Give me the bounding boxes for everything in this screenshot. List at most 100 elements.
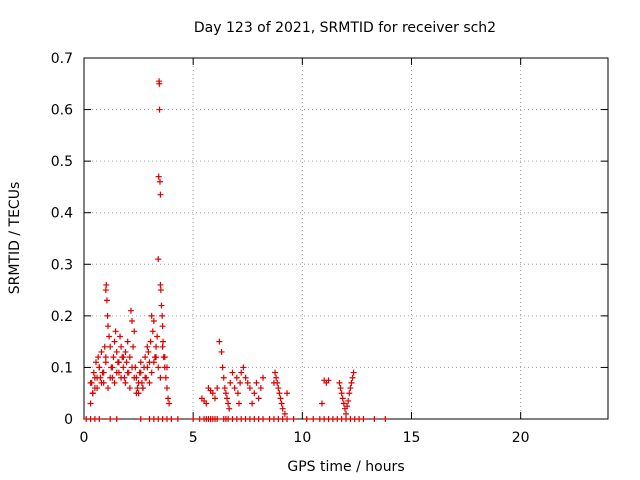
data-point bbox=[345, 397, 352, 404]
data-point bbox=[107, 416, 114, 422]
data-point bbox=[87, 400, 94, 407]
data-point bbox=[156, 178, 163, 185]
data-point bbox=[149, 328, 156, 335]
data-point bbox=[346, 390, 353, 397]
data-point bbox=[133, 390, 140, 397]
data-point bbox=[260, 416, 267, 422]
data-point bbox=[155, 364, 162, 371]
data-point bbox=[111, 338, 118, 345]
data-point bbox=[130, 343, 137, 350]
data-point bbox=[160, 338, 167, 345]
data-point bbox=[274, 379, 281, 386]
data-point bbox=[246, 385, 253, 392]
data-point bbox=[150, 359, 157, 366]
data-point bbox=[236, 400, 243, 407]
data-point bbox=[277, 395, 284, 402]
data-point bbox=[105, 323, 112, 330]
data-point bbox=[290, 416, 297, 422]
data-points bbox=[83, 78, 389, 422]
data-point bbox=[166, 400, 173, 407]
data-point bbox=[224, 395, 231, 402]
x-axis-label: GPS time / hours bbox=[287, 459, 404, 475]
data-point bbox=[244, 379, 251, 386]
data-point bbox=[113, 416, 120, 422]
data-point bbox=[158, 302, 165, 309]
data-point bbox=[98, 348, 105, 355]
data-point bbox=[157, 191, 164, 198]
data-point bbox=[124, 338, 131, 345]
data-point bbox=[162, 374, 169, 381]
data-point bbox=[157, 281, 164, 288]
data-point bbox=[216, 338, 223, 345]
data-point bbox=[159, 343, 166, 350]
data-point bbox=[131, 374, 138, 381]
data-point bbox=[220, 374, 227, 381]
data-point bbox=[150, 318, 157, 325]
data-point bbox=[339, 395, 346, 402]
data-point bbox=[147, 338, 154, 345]
data-point bbox=[218, 348, 225, 355]
y-tick-label: 0.3 bbox=[51, 257, 73, 273]
data-point bbox=[137, 359, 144, 366]
data-point bbox=[273, 374, 280, 381]
data-point bbox=[118, 374, 125, 381]
data-point bbox=[159, 312, 166, 319]
data-point bbox=[253, 379, 260, 386]
data-point bbox=[135, 379, 142, 386]
data-point bbox=[240, 364, 247, 371]
data-point bbox=[209, 390, 216, 397]
data-point bbox=[344, 403, 351, 410]
data-point bbox=[93, 359, 100, 366]
data-point bbox=[96, 416, 103, 422]
data-point bbox=[251, 390, 258, 397]
data-point bbox=[102, 359, 109, 366]
data-point bbox=[106, 333, 113, 340]
data-point bbox=[303, 416, 310, 422]
data-point bbox=[237, 379, 244, 386]
data-point bbox=[122, 379, 129, 386]
data-point bbox=[338, 390, 345, 397]
data-point bbox=[124, 369, 131, 376]
data-point bbox=[107, 343, 114, 350]
data-point bbox=[212, 395, 218, 402]
data-point bbox=[144, 364, 151, 371]
data-point bbox=[100, 369, 107, 376]
data-point bbox=[157, 374, 164, 381]
data-point bbox=[156, 106, 163, 113]
data-point bbox=[229, 369, 236, 376]
data-point bbox=[87, 379, 94, 386]
data-point bbox=[148, 369, 155, 376]
data-point bbox=[284, 416, 291, 422]
data-point bbox=[96, 364, 103, 371]
data-point bbox=[279, 405, 286, 412]
y-tick-label: 0.1 bbox=[51, 360, 73, 376]
data-point bbox=[343, 410, 349, 417]
data-point bbox=[347, 385, 354, 392]
data-point bbox=[94, 374, 101, 381]
data-point bbox=[275, 385, 282, 392]
data-point bbox=[107, 374, 114, 381]
data-point bbox=[276, 390, 283, 397]
data-point bbox=[318, 400, 325, 407]
data-point bbox=[115, 359, 122, 366]
x-tick-label: 5 bbox=[189, 430, 198, 446]
data-point bbox=[137, 369, 144, 376]
data-point bbox=[90, 369, 97, 376]
data-point bbox=[255, 395, 262, 402]
data-point bbox=[278, 400, 285, 407]
data-point bbox=[102, 354, 109, 361]
data-point bbox=[165, 395, 172, 402]
data-point bbox=[227, 379, 234, 386]
data-point bbox=[231, 385, 238, 392]
data-point bbox=[142, 354, 149, 361]
data-point bbox=[203, 400, 210, 407]
data-point bbox=[214, 416, 221, 422]
data-point bbox=[214, 385, 221, 392]
data-point bbox=[122, 348, 129, 355]
data-point bbox=[382, 416, 389, 422]
data-point bbox=[348, 379, 355, 386]
data-point bbox=[249, 400, 256, 407]
data-point bbox=[109, 364, 116, 371]
data-point bbox=[98, 379, 105, 386]
